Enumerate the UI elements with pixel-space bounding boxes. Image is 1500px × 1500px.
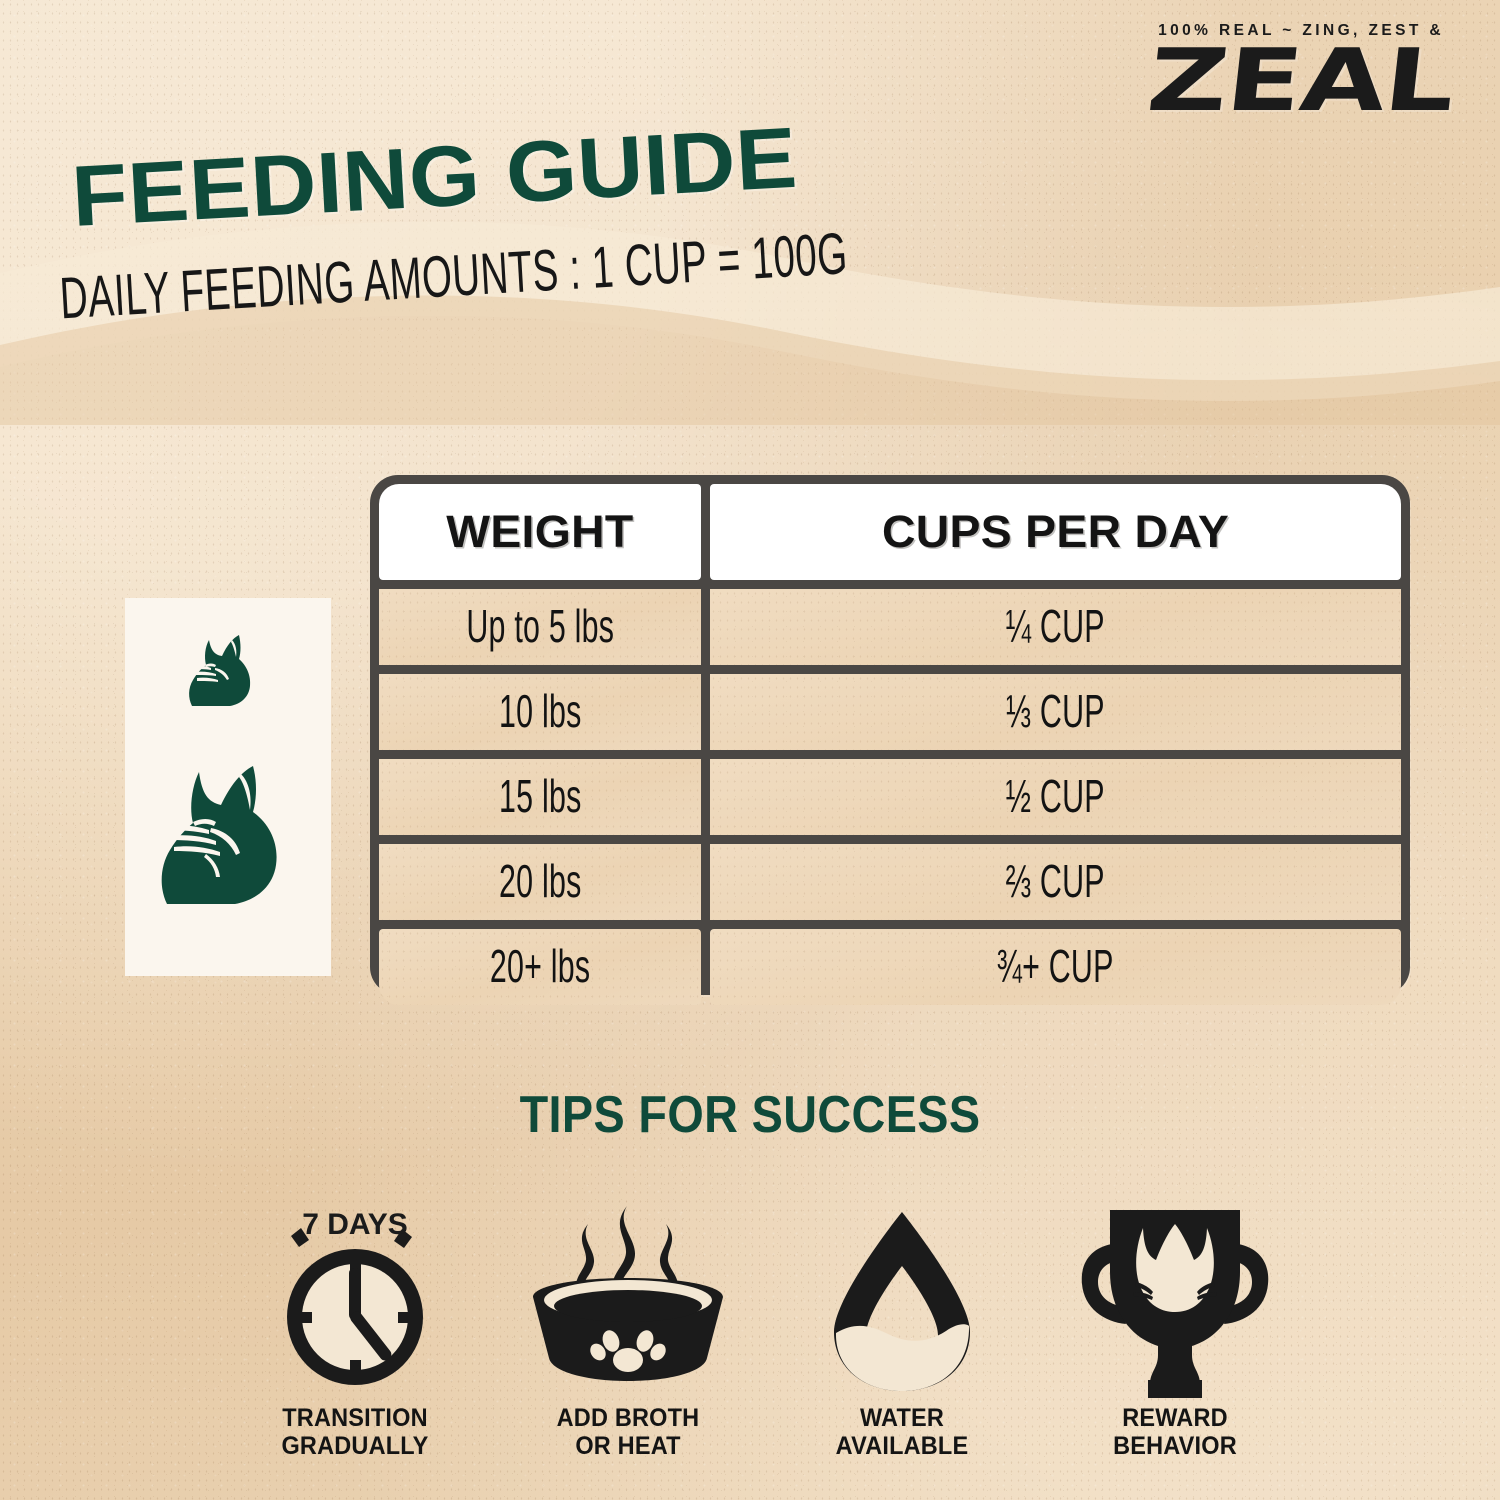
table-row: 10 lbs ⅓ CUP [379, 674, 1401, 750]
cell-weight-label: 10 lbs [498, 685, 582, 737]
tip-label-line2: BEHAVIOR [1113, 1432, 1237, 1460]
cell-weight: 20 lbs [379, 844, 701, 920]
cell-cups-label: ¼ CUP [1005, 600, 1106, 652]
tip-art [503, 1200, 753, 1400]
tip-label-line2: OR HEAT [575, 1432, 681, 1460]
column-header-cups: CUPS PER DAY [710, 484, 1401, 580]
tip-add-broth-or-heat: ADD BROTH OR HEAT [503, 1200, 753, 1460]
tip-label-line1: TRANSITION [282, 1404, 428, 1432]
cell-weight-label: 20 lbs [498, 855, 582, 907]
cell-weight-label: 15 lbs [498, 770, 582, 822]
tip-label-line1: WATER [859, 1404, 944, 1432]
water-drop-icon [833, 1212, 970, 1391]
cell-gap [701, 844, 710, 920]
cell-weight: 15 lbs [379, 759, 701, 835]
tip-water-available: WATER AVAILABLE [777, 1200, 1027, 1460]
cell-weight-label: Up to 5 lbs [466, 600, 614, 652]
table-row: 15 lbs ½ CUP [379, 759, 1401, 835]
table-row: Up to 5 lbs ¼ CUP [379, 589, 1401, 665]
tip-label: WATER AVAILABLE [777, 1404, 1027, 1460]
tip-label-line1: REWARD [1122, 1404, 1228, 1432]
cell-cups-label: ⅔ CUP [1005, 855, 1106, 907]
cat-head-large-icon [161, 766, 277, 904]
cat-illustration-panel [125, 598, 331, 976]
tip-art [777, 1200, 1027, 1400]
cell-gap [701, 484, 710, 580]
cell-weight: 20+ lbs [379, 929, 701, 1005]
cat-head-small-icon [189, 635, 251, 706]
cell-gap [701, 674, 710, 750]
table-header-row: WEIGHT CUPS PER DAY [379, 484, 1401, 580]
tip-label: REWARD BEHAVIOR [1050, 1404, 1300, 1460]
cell-cups-label: ¾+ CUP [996, 940, 1115, 992]
trophy-icon [1081, 1210, 1269, 1398]
cell-weight-label: 20+ lbs [489, 940, 591, 992]
cell-cups: ¼ CUP [710, 589, 1401, 665]
clock-icon: 7 DAYS [287, 1208, 423, 1385]
cell-weight: Up to 5 lbs [379, 589, 701, 665]
tip-label: TRANSITION GRADUALLY [230, 1404, 480, 1460]
brand-name: ZEAL [1142, 31, 1460, 131]
cell-cups: ⅓ CUP [710, 674, 1401, 750]
food-bowl-icon [533, 1206, 724, 1381]
cell-gap [701, 929, 710, 1005]
cell-gap [701, 759, 710, 835]
cell-cups: ¾+ CUP [710, 929, 1401, 1005]
table-row: 20 lbs ⅔ CUP [379, 844, 1401, 920]
header: 100% REAL ~ ZING, ZEST & ZEAL FEEDING GU… [0, 0, 1500, 380]
tip-reward-behavior: REWARD BEHAVIOR [1050, 1200, 1300, 1460]
brand-logo: 100% REAL ~ ZING, ZEST & ZEAL [1143, 22, 1459, 131]
brand-tagline: 100% REAL ~ ZING, ZEST & [1158, 22, 1444, 39]
column-header-cups-label: CUPS PER DAY [881, 506, 1230, 557]
tips-section-title: TIPS FOR SUCCESS [0, 1085, 1500, 1145]
row-gap [379, 750, 1401, 759]
page-title: FEEDING GUIDE [69, 109, 800, 245]
cell-cups: ⅔ CUP [710, 844, 1401, 920]
row-gap [379, 665, 1401, 674]
tip-label-line2: AVAILABLE [835, 1432, 968, 1460]
tip-art [1050, 1200, 1300, 1400]
table-row: 20+ lbs ¾+ CUP [379, 929, 1401, 1005]
tip-transition-gradually: 7 DAYS TRANSITION GRADUALLY [230, 1200, 480, 1460]
row-gap [379, 580, 1401, 589]
cell-cups-label: ⅓ CUP [1005, 685, 1106, 737]
cell-cups: ½ CUP [710, 759, 1401, 835]
column-header-weight-label: WEIGHT [446, 506, 634, 557]
tips-section-title-label: TIPS FOR SUCCESS [519, 1086, 981, 1144]
cell-gap [701, 589, 710, 665]
cell-weight: 10 lbs [379, 674, 701, 750]
tip-label-line2: GRADUALLY [281, 1432, 429, 1460]
tips-icon-row: 7 DAYS TRANSITION GRADUALLY [230, 1200, 1300, 1480]
row-gap [379, 920, 1401, 929]
cell-cups-label: ½ CUP [1005, 770, 1106, 822]
feeding-table: WEIGHT CUPS PER DAY Up to 5 lbs ¼ CUP 10… [370, 475, 1410, 1005]
tip-label-line1: ADD BROTH [556, 1404, 700, 1432]
tip-art: 7 DAYS [230, 1200, 480, 1400]
row-gap [379, 835, 1401, 844]
tip-label: ADD BROTH OR HEAT [503, 1404, 753, 1460]
column-header-weight: WEIGHT [379, 484, 701, 580]
clock-badge-text: 7 DAYS [302, 1208, 408, 1241]
